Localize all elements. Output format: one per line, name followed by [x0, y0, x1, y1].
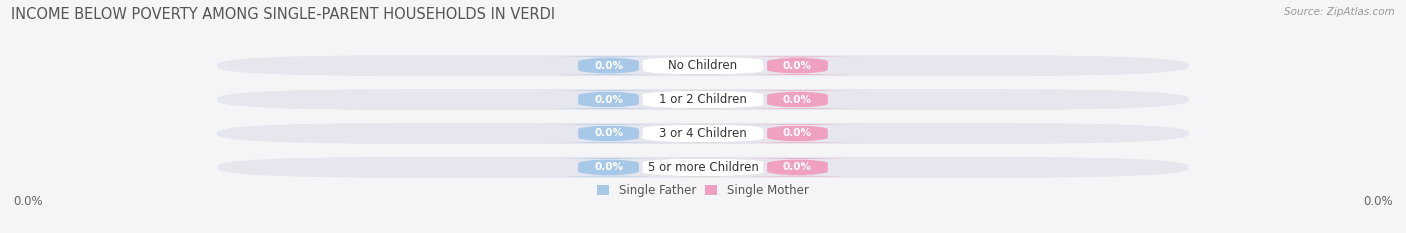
- FancyBboxPatch shape: [217, 89, 1189, 110]
- Text: 0.0%: 0.0%: [783, 128, 813, 138]
- FancyBboxPatch shape: [537, 124, 679, 143]
- FancyBboxPatch shape: [643, 158, 763, 176]
- FancyBboxPatch shape: [643, 124, 763, 143]
- FancyBboxPatch shape: [537, 57, 679, 75]
- Text: 0.0%: 0.0%: [783, 61, 813, 71]
- Text: 0.0%: 0.0%: [593, 162, 623, 172]
- FancyBboxPatch shape: [217, 123, 1189, 144]
- Text: 3 or 4 Children: 3 or 4 Children: [659, 127, 747, 140]
- FancyBboxPatch shape: [727, 57, 869, 75]
- Text: 0.0%: 0.0%: [593, 128, 623, 138]
- Text: INCOME BELOW POVERTY AMONG SINGLE-PARENT HOUSEHOLDS IN VERDI: INCOME BELOW POVERTY AMONG SINGLE-PARENT…: [11, 7, 555, 22]
- FancyBboxPatch shape: [727, 158, 869, 176]
- FancyBboxPatch shape: [537, 158, 679, 176]
- FancyBboxPatch shape: [537, 90, 679, 109]
- Text: 0.0%: 0.0%: [783, 95, 813, 105]
- Text: 5 or more Children: 5 or more Children: [648, 161, 758, 174]
- Text: 0.0%: 0.0%: [593, 95, 623, 105]
- Text: 1 or 2 Children: 1 or 2 Children: [659, 93, 747, 106]
- Text: 0.0%: 0.0%: [593, 61, 623, 71]
- FancyBboxPatch shape: [217, 55, 1189, 76]
- Text: 0.0%: 0.0%: [783, 162, 813, 172]
- Text: No Children: No Children: [668, 59, 738, 72]
- Legend: Single Father, Single Mother: Single Father, Single Mother: [598, 184, 808, 197]
- FancyBboxPatch shape: [217, 157, 1189, 178]
- Text: Source: ZipAtlas.com: Source: ZipAtlas.com: [1284, 7, 1395, 17]
- FancyBboxPatch shape: [643, 90, 763, 109]
- FancyBboxPatch shape: [643, 57, 763, 75]
- FancyBboxPatch shape: [727, 124, 869, 143]
- FancyBboxPatch shape: [727, 90, 869, 109]
